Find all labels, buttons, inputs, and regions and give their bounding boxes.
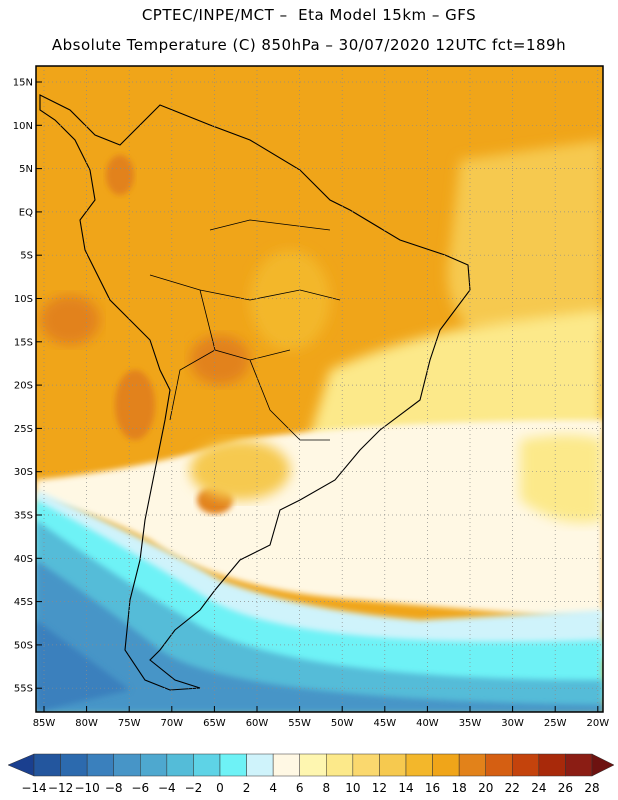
colorbar-swatch [113, 753, 141, 777]
colorbar-swatch [379, 753, 407, 777]
colorbar-swatch [272, 753, 300, 777]
map-frame [35, 65, 604, 713]
colorbar-swatch [299, 753, 327, 777]
lat-label: 10S [14, 294, 33, 305]
colorbar-swatch [140, 753, 168, 777]
lat-label: 25S [14, 424, 33, 435]
colorbar-label: −8 [105, 781, 123, 795]
lat-label: 5S [20, 251, 33, 262]
colorbar-swatch [565, 753, 593, 777]
colorbar-swatch [326, 753, 354, 777]
lat-label: 15N [13, 78, 33, 89]
colorbar-label: 18 [452, 781, 467, 795]
colorbar-swatch [538, 753, 566, 777]
colorbar-swatch [458, 753, 486, 777]
colorbar-label: 24 [531, 781, 546, 795]
lon-label: 65W [203, 718, 226, 729]
lon-label: 30W [501, 718, 524, 729]
colorbar-swatch [33, 753, 61, 777]
lon-label: 25W [544, 718, 567, 729]
colorbar-max-arrow [591, 753, 615, 777]
colorbar-label: 20 [478, 781, 493, 795]
colorbar-label: −2 [185, 781, 203, 795]
map-title: CPTEC/INPE/MCT – Eta Model 15km – GFS [141, 6, 477, 24]
lon-label: 55W [288, 718, 311, 729]
colorbar-swatch [485, 753, 513, 777]
lon-label: 85W [33, 718, 56, 729]
lon-label: 40W [416, 718, 439, 729]
colorbar-label: −14 [21, 781, 46, 795]
lat-label: 30S [14, 467, 33, 478]
colorbar-min-arrow [7, 753, 35, 777]
lat-label: 10N [13, 121, 33, 132]
temperature-field [36, 66, 603, 712]
lat-label: 5N [19, 164, 33, 175]
lat-label: 50S [14, 640, 33, 651]
colorbar-label: −4 [158, 781, 176, 795]
colorbar-swatch [352, 753, 380, 777]
map-subtitle: Absolute Temperature (C) 850hPa – 30/07/… [51, 36, 567, 54]
colorbar-label: −12 [48, 781, 73, 795]
temperature-map: 15N 10N 5N EQ 5S 10S 15S 20S 25S 30S 35S 40S 45S 50S 5… [13, 65, 609, 729]
colorbar-label: 22 [505, 781, 520, 795]
lat-label: 15S [14, 337, 33, 348]
colorbar-swatch [405, 753, 433, 777]
lon-label: 20W [586, 718, 609, 729]
lon-label: 60W [246, 718, 269, 729]
colorbar-label: 28 [584, 781, 599, 795]
latitude-labels: 15N 10N 5N EQ 5S 10S 15S 20S 25S 30S 35S 40S 45S 50S 5… [13, 78, 42, 695]
graticule [36, 66, 603, 712]
lat-label: 45S [14, 597, 33, 608]
colorbar-label: 12 [372, 781, 387, 795]
colorbar-label: 16 [425, 781, 440, 795]
colorbar-label: 2 [243, 781, 251, 795]
lat-label: 35S [14, 511, 33, 522]
colorbar-swatch [246, 753, 274, 777]
lat-label: 40S [14, 554, 33, 565]
colorbar-swatch [219, 753, 247, 777]
lon-label: 50W [331, 718, 354, 729]
colorbar-label: 6 [296, 781, 304, 795]
colorbar-swatch [60, 753, 88, 777]
colorbar-swatch [193, 753, 221, 777]
lon-label: 75W [118, 718, 141, 729]
lon-label: 80W [75, 718, 98, 729]
colorbar-swatch [512, 753, 540, 777]
colorbar-label: 0 [216, 781, 224, 795]
country-borders [149, 219, 341, 441]
lon-label: 35W [459, 718, 482, 729]
colorbar-swatch [86, 753, 114, 777]
colorbar-label: 26 [558, 781, 573, 795]
longitude-labels: 85W 80W 75W 70W 65W 60W 55W 50W 45W 40W 35W 30W 25W 2… [33, 706, 609, 729]
colorbar-label: 10 [345, 781, 360, 795]
colorbar-label: −10 [74, 781, 99, 795]
lat-label: EQ [19, 207, 33, 218]
lon-label: 70W [160, 718, 183, 729]
colorbar-label: 14 [398, 781, 413, 795]
coastline [39, 94, 471, 691]
lon-label: 45W [373, 718, 396, 729]
colorbar-label: −6 [131, 781, 149, 795]
colorbar: −14 −12 −10 −8 −6 −4 −2 0 2 4 6 8 10 12 14 16 18 20 22 24 26… [7, 753, 615, 795]
colorbar-label: 8 [322, 781, 330, 795]
lat-label: 20S [14, 381, 33, 392]
colorbar-swatch [166, 753, 194, 777]
colorbar-swatch [432, 753, 460, 777]
colorbar-label: 4 [269, 781, 277, 795]
lat-label: 55S [14, 684, 33, 695]
